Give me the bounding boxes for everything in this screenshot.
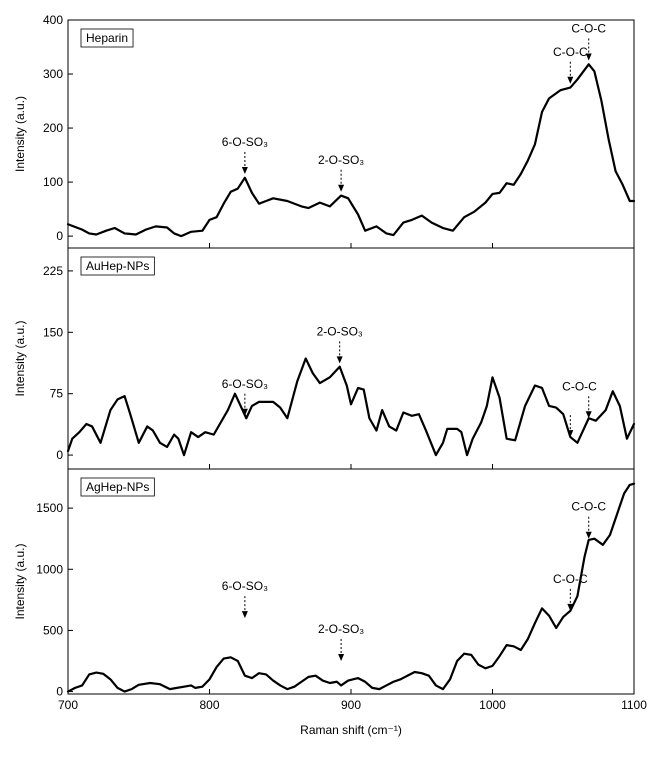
y-tick-label: 0 xyxy=(56,448,63,462)
annotation-arrowhead xyxy=(567,430,574,438)
y-tick-label: 1000 xyxy=(36,562,63,576)
y-tick-label: 1500 xyxy=(36,501,63,515)
legend-label: Heparin xyxy=(86,31,128,45)
annotation-arrowhead xyxy=(338,184,345,192)
plot-frame xyxy=(67,19,635,249)
legend-box xyxy=(80,256,155,276)
x-tick-label: 1100 xyxy=(621,698,647,712)
y-tick-label: 225 xyxy=(43,264,63,278)
annotation-arrowhead xyxy=(336,356,343,364)
annotation-label: 6-O-SO₃ xyxy=(222,377,268,391)
legend-box xyxy=(80,477,155,497)
annotation-label: C-O-C xyxy=(571,500,606,514)
annotation-label: 2-O-SO₃ xyxy=(318,153,364,167)
x-tick-label: 800 xyxy=(199,698,219,712)
x-tick-label: 1000 xyxy=(479,698,506,712)
y-tick-label: 0 xyxy=(56,685,63,699)
legend-label: AgHep-NPs xyxy=(86,480,149,494)
annotation-arrowhead xyxy=(241,408,248,416)
y-axis-title: Intensity (a.u.) xyxy=(13,543,27,619)
data-line xyxy=(66,482,636,693)
y-axis-title: Intensity (a.u.) xyxy=(13,96,27,172)
annotation-arrowhead xyxy=(585,53,592,61)
y-tick-label: 300 xyxy=(43,67,63,81)
y-tick-label: 400 xyxy=(43,13,63,27)
annotation-label: C-O-C xyxy=(571,22,606,36)
annotation-arrowhead xyxy=(567,76,574,84)
y-axis-title: Intensity (a.u.) xyxy=(13,320,27,396)
annotation-label: 2-O-SO₃ xyxy=(317,324,363,338)
annotation-arrowhead xyxy=(585,531,592,539)
y-tick-label: 75 xyxy=(50,387,64,401)
annotation-arrowhead xyxy=(567,603,574,611)
y-tick-label: 0 xyxy=(56,229,63,243)
plot-frame xyxy=(67,247,635,470)
y-tick-label: 200 xyxy=(43,121,63,135)
legend-label: AuHep-NPs xyxy=(86,259,149,273)
annotation-arrowhead xyxy=(338,653,345,661)
y-tick-label: 150 xyxy=(43,325,63,339)
annotation-label: 6-O-SO₃ xyxy=(222,135,268,149)
legend-box xyxy=(80,28,134,48)
annotation-arrowhead xyxy=(585,411,592,419)
annotation-arrowhead xyxy=(241,166,248,174)
annotation-label: C-O-C xyxy=(553,45,588,59)
x-tick-label: 900 xyxy=(341,698,361,712)
data-line xyxy=(66,63,636,238)
x-tick-label: 700 xyxy=(58,698,78,712)
annotation-label: 2-O-SO₃ xyxy=(318,622,364,636)
annotation-label: C-O-C xyxy=(562,379,597,393)
x-axis-title: Raman shift (cm⁻¹) xyxy=(300,723,402,737)
y-tick-label: 100 xyxy=(43,175,63,189)
annotation-arrowhead xyxy=(241,611,248,619)
y-tick-label: 500 xyxy=(43,623,63,637)
annotation-label: C-O-C xyxy=(553,572,588,586)
plot-frame xyxy=(67,468,635,695)
annotation-label: 6-O-SO₃ xyxy=(222,579,268,593)
data-line xyxy=(66,357,636,457)
